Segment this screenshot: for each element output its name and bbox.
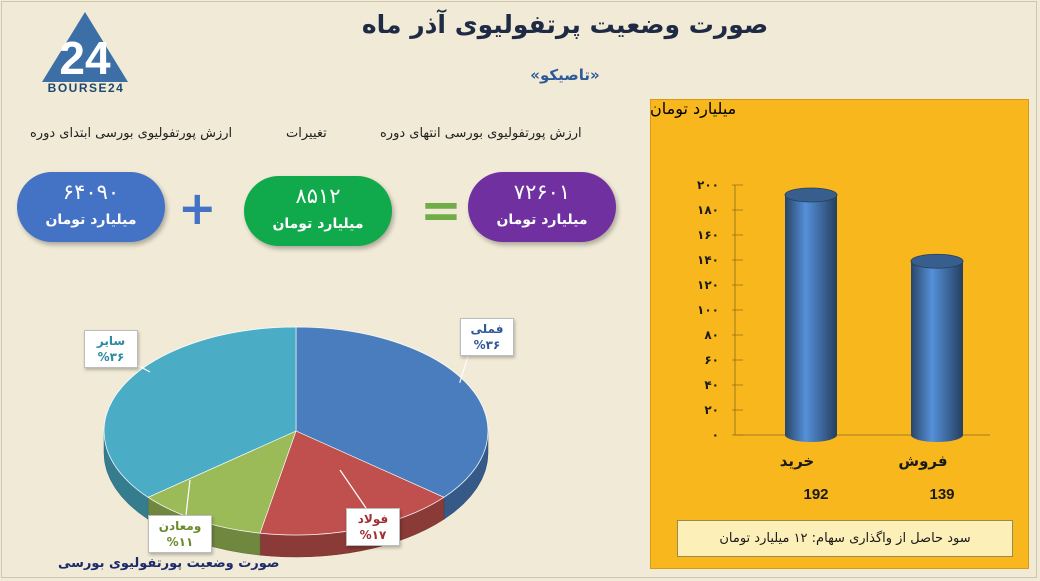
bar-y-tick-label: ۰ (712, 428, 719, 442)
bar-chart-panel (650, 99, 1029, 569)
page-title: صورت وضعیت پرتفولیوی آذر ماه (361, 10, 769, 39)
bar-y-tick-label: ۸۰ (704, 328, 719, 342)
bar-category-label: فروش (898, 452, 947, 470)
start-value: ۶۴۰۹۰ (62, 180, 120, 204)
bar-0 (784, 187, 838, 442)
change-value-unit: میلیارد تومان (272, 216, 364, 232)
pie-leader-line (459, 355, 469, 383)
pie-callout-foolad: فولاد %۱۷ (346, 508, 400, 547)
bourse24-logo: 24 (42, 12, 128, 84)
pie-callout-name: فولاد (357, 512, 389, 526)
pie-slice (295, 326, 489, 498)
pie-callout-value: %۱۷ (359, 528, 387, 543)
bar-1 (910, 253, 964, 442)
start-value-unit: میلیارد تومان (45, 212, 137, 228)
bar-cylinder-top (910, 253, 964, 269)
bar-y-tick-label: ۴۰ (704, 378, 719, 392)
plus-sign: + (178, 181, 217, 235)
change-value: ۸۵۱۲ (295, 184, 341, 208)
page-subtitle: «تاصیکو» (530, 66, 600, 84)
pie-callout-name: ومعادن (158, 519, 202, 533)
pie-callout-name: سایر (96, 334, 126, 348)
bar-y-tick-label: ۶۰ (704, 353, 719, 367)
pie-callout-value: %۳۶ (97, 350, 125, 365)
end-value-header: ارزش پورتفولیوی بورسی انتهای دوره (380, 126, 582, 141)
bar-y-tick-label: ۱۰۰ (697, 303, 719, 317)
end-value-pill: ۷۲۶۰۱ میلیارد تومان (468, 172, 616, 242)
bar-y-tick-label: ۱۴۰ (697, 253, 719, 267)
end-value-unit: میلیارد تومان (496, 212, 588, 228)
bar-category-label: خرید (780, 452, 814, 470)
bar-chart-ylabel: میلیارد تومان (650, 99, 737, 118)
start-value-header: ارزش پورتفولیوی بورسی ابتدای دوره (30, 126, 233, 141)
pie-callout-vamaaden: ومعادن %۱۱ (148, 515, 212, 554)
profit-note: سود حاصل از واگذاری سهام: ۱۲ میلیارد توم… (677, 520, 1013, 557)
bar-cylinder-top (784, 187, 838, 203)
bar-y-tick-label: ۱۲۰ (697, 278, 719, 292)
bar-y-tick-label: ۱۸۰ (697, 203, 719, 217)
end-value: ۷۲۶۰۱ (513, 180, 571, 204)
pie-callout-value: %۳۶ (473, 338, 501, 353)
bar-cylinder-body (785, 195, 837, 442)
change-header: تغییرات (286, 126, 327, 141)
pie-callout-sayer: سایر %۳۶ (84, 330, 138, 369)
equals-sign: = (420, 181, 462, 239)
logo-text: BOURSE24 (47, 81, 125, 95)
pie-rim (103, 326, 489, 536)
start-value-pill: ۶۴۰۹۰ میلیارد تومان (17, 172, 165, 242)
pie-leader-line (185, 479, 191, 516)
pie-chart-title: صورت وضعیت پورتفولیوی بورسی (58, 556, 280, 571)
pie-leader-line (339, 469, 367, 509)
bar-value-label: 139 (929, 486, 954, 503)
pie-callout-value: %۱۱ (166, 535, 194, 550)
pie-callout-name: فملی (470, 322, 504, 336)
bar-y-tick-label: ۲۰۰ (697, 178, 719, 192)
bar-y-tick-label: ۲۰ (704, 403, 719, 417)
change-value-pill: ۸۵۱۲ میلیارد تومان (244, 176, 392, 246)
bar-cylinder-body (911, 261, 963, 442)
svg-text:24: 24 (59, 32, 111, 84)
bar-y-tick-label: ۱۶۰ (697, 228, 719, 242)
pie-slice (103, 326, 297, 498)
pie-callout-fameli: فملی %۳۶ (460, 318, 514, 357)
bar-value-label: 192 (803, 486, 828, 503)
